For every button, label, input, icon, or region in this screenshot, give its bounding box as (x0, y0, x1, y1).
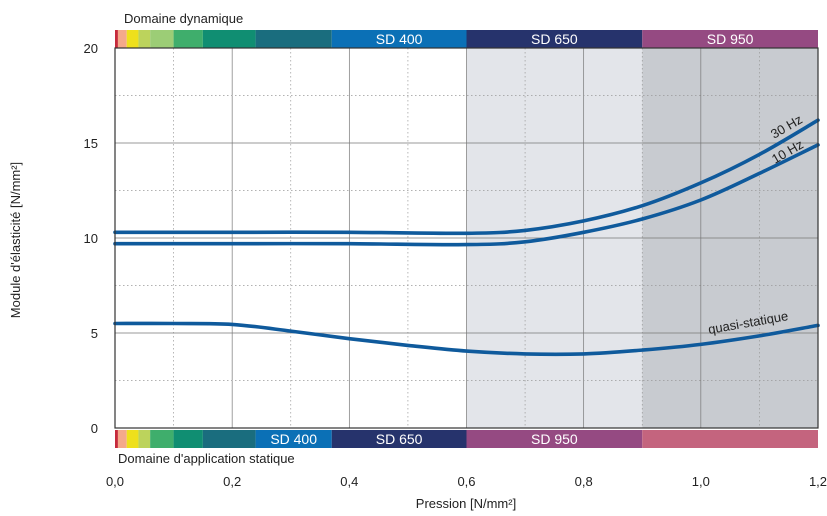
y-tick-label: 10 (84, 231, 98, 246)
top-band-label: Domaine dynamique (124, 11, 243, 26)
top-band-segment-1 (117, 30, 127, 48)
y-tick-label: 0 (91, 421, 98, 436)
bottom-band-label-sd-950: SD 950 (531, 431, 578, 447)
x-tick-label: 1,2 (809, 474, 827, 489)
top-band-segment-5 (173, 30, 203, 48)
top-band-label-sd-400: SD 400 (376, 31, 423, 47)
top-band-segment-2 (126, 30, 139, 48)
series-line-30-hz (113, 118, 820, 236)
x-axis-label: Pression [N/mm²] (416, 496, 516, 511)
top-band-segment-7 (255, 30, 332, 48)
bottom-band-label-sd-400: SD 400 (270, 431, 317, 447)
bottom-band-segment-4 (150, 430, 174, 448)
y-tick-label: 5 (91, 326, 98, 341)
series-line-quasi-statique (113, 321, 820, 357)
bottom-band-segment-9 (466, 430, 643, 448)
top-band-segment-8 (331, 30, 467, 48)
x-tick-label: 1,0 (692, 474, 710, 489)
bottom-band-segment-5 (173, 430, 203, 448)
top-band-segment-3 (138, 30, 151, 48)
bottom-band-segment-0 (115, 430, 118, 448)
bottom-band-segment-8 (331, 430, 467, 448)
bottom-band-segment-1 (117, 430, 127, 448)
x-tick-label: 0,2 (223, 474, 241, 489)
top-band-segment-6 (202, 30, 256, 48)
x-tick-label: 0,4 (340, 474, 358, 489)
plot-frame (114, 47, 819, 429)
bottom-band-segment-3 (138, 430, 151, 448)
bottom-band-segment-10 (642, 430, 818, 448)
top-band-segment-10 (642, 30, 818, 48)
series-line-10-hz (113, 143, 820, 247)
bottom-band-segment-2 (126, 430, 139, 448)
top-band-segment-9 (466, 30, 643, 48)
x-tick-label: 0,8 (575, 474, 593, 489)
top-band-label-sd-950: SD 950 (707, 31, 754, 47)
top-band-segment-0 (115, 30, 118, 48)
y-tick-label: 20 (84, 41, 98, 56)
bottom-band-label-sd-650: SD 650 (376, 431, 423, 447)
bottom-band-label: Domaine d'application statique (118, 451, 295, 466)
grid (115, 48, 818, 428)
series-lines (113, 118, 820, 357)
top-band-segment-4 (150, 30, 174, 48)
y-axis-label: Module d'élasticité [N/mm²] (8, 162, 23, 318)
top-band-label-sd-650: SD 650 (531, 31, 578, 47)
range-bands: SD 400 SD 650 SD 950 SD 400 SD 650 SD 950 (115, 30, 818, 448)
y-tick-label: 15 (84, 136, 98, 151)
x-tick-label: 0,6 (457, 474, 475, 489)
tick-labels: 0,0 0,2 0,4 0,6 0,8 1,0 1,2 0 5 10 15 20 (84, 41, 827, 489)
x-tick-label: 0,0 (106, 474, 124, 489)
bottom-band-segment-6 (202, 430, 256, 448)
bottom-band-segment-7 (255, 430, 332, 448)
